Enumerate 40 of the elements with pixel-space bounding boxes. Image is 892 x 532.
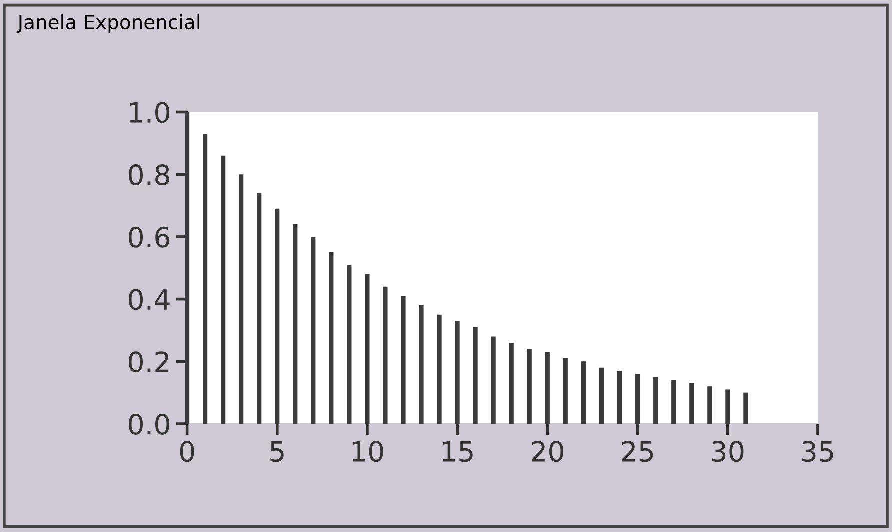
y-tick-label: 0.4 bbox=[129, 289, 170, 310]
x-tick-label: 5 bbox=[270, 442, 284, 462]
bar bbox=[690, 383, 694, 424]
bar bbox=[419, 306, 424, 424]
bar bbox=[203, 134, 208, 424]
bar bbox=[221, 156, 226, 424]
bar bbox=[257, 193, 262, 424]
y-tick-label: 0.6 bbox=[129, 226, 170, 248]
bar bbox=[744, 392, 748, 424]
x-tick-label: 10 bbox=[352, 441, 384, 462]
bar bbox=[473, 327, 478, 424]
bar bbox=[293, 224, 298, 424]
y-tick-label: 0.8 bbox=[129, 164, 170, 186]
bar bbox=[401, 296, 406, 424]
x-tick-label: 0 bbox=[180, 441, 194, 462]
bar bbox=[347, 265, 352, 424]
x-tick-label: 35 bbox=[802, 441, 834, 462]
chart-title: Janela Exponencial bbox=[16, 14, 200, 34]
x-tick-label: 15 bbox=[442, 442, 473, 462]
bar bbox=[563, 358, 568, 424]
bar bbox=[383, 286, 388, 424]
bar bbox=[708, 386, 712, 424]
x-tick-label: 20 bbox=[532, 441, 564, 462]
bar bbox=[581, 362, 586, 424]
bar bbox=[672, 380, 676, 424]
bar bbox=[618, 371, 622, 424]
y-tick-label: 0.2 bbox=[129, 352, 169, 373]
bar bbox=[239, 174, 244, 424]
bar bbox=[599, 368, 604, 424]
bar bbox=[509, 342, 514, 424]
bar bbox=[329, 252, 334, 424]
y-tick-label: 0.0 bbox=[129, 414, 170, 435]
x-tick-label: 30 bbox=[712, 441, 744, 462]
bar bbox=[527, 349, 532, 424]
bar bbox=[311, 236, 316, 424]
y-tick-label: 1.0 bbox=[130, 102, 170, 124]
x-tick-label: 25 bbox=[622, 441, 654, 462]
bar bbox=[437, 314, 442, 424]
bar bbox=[491, 336, 496, 424]
bar bbox=[654, 377, 658, 424]
